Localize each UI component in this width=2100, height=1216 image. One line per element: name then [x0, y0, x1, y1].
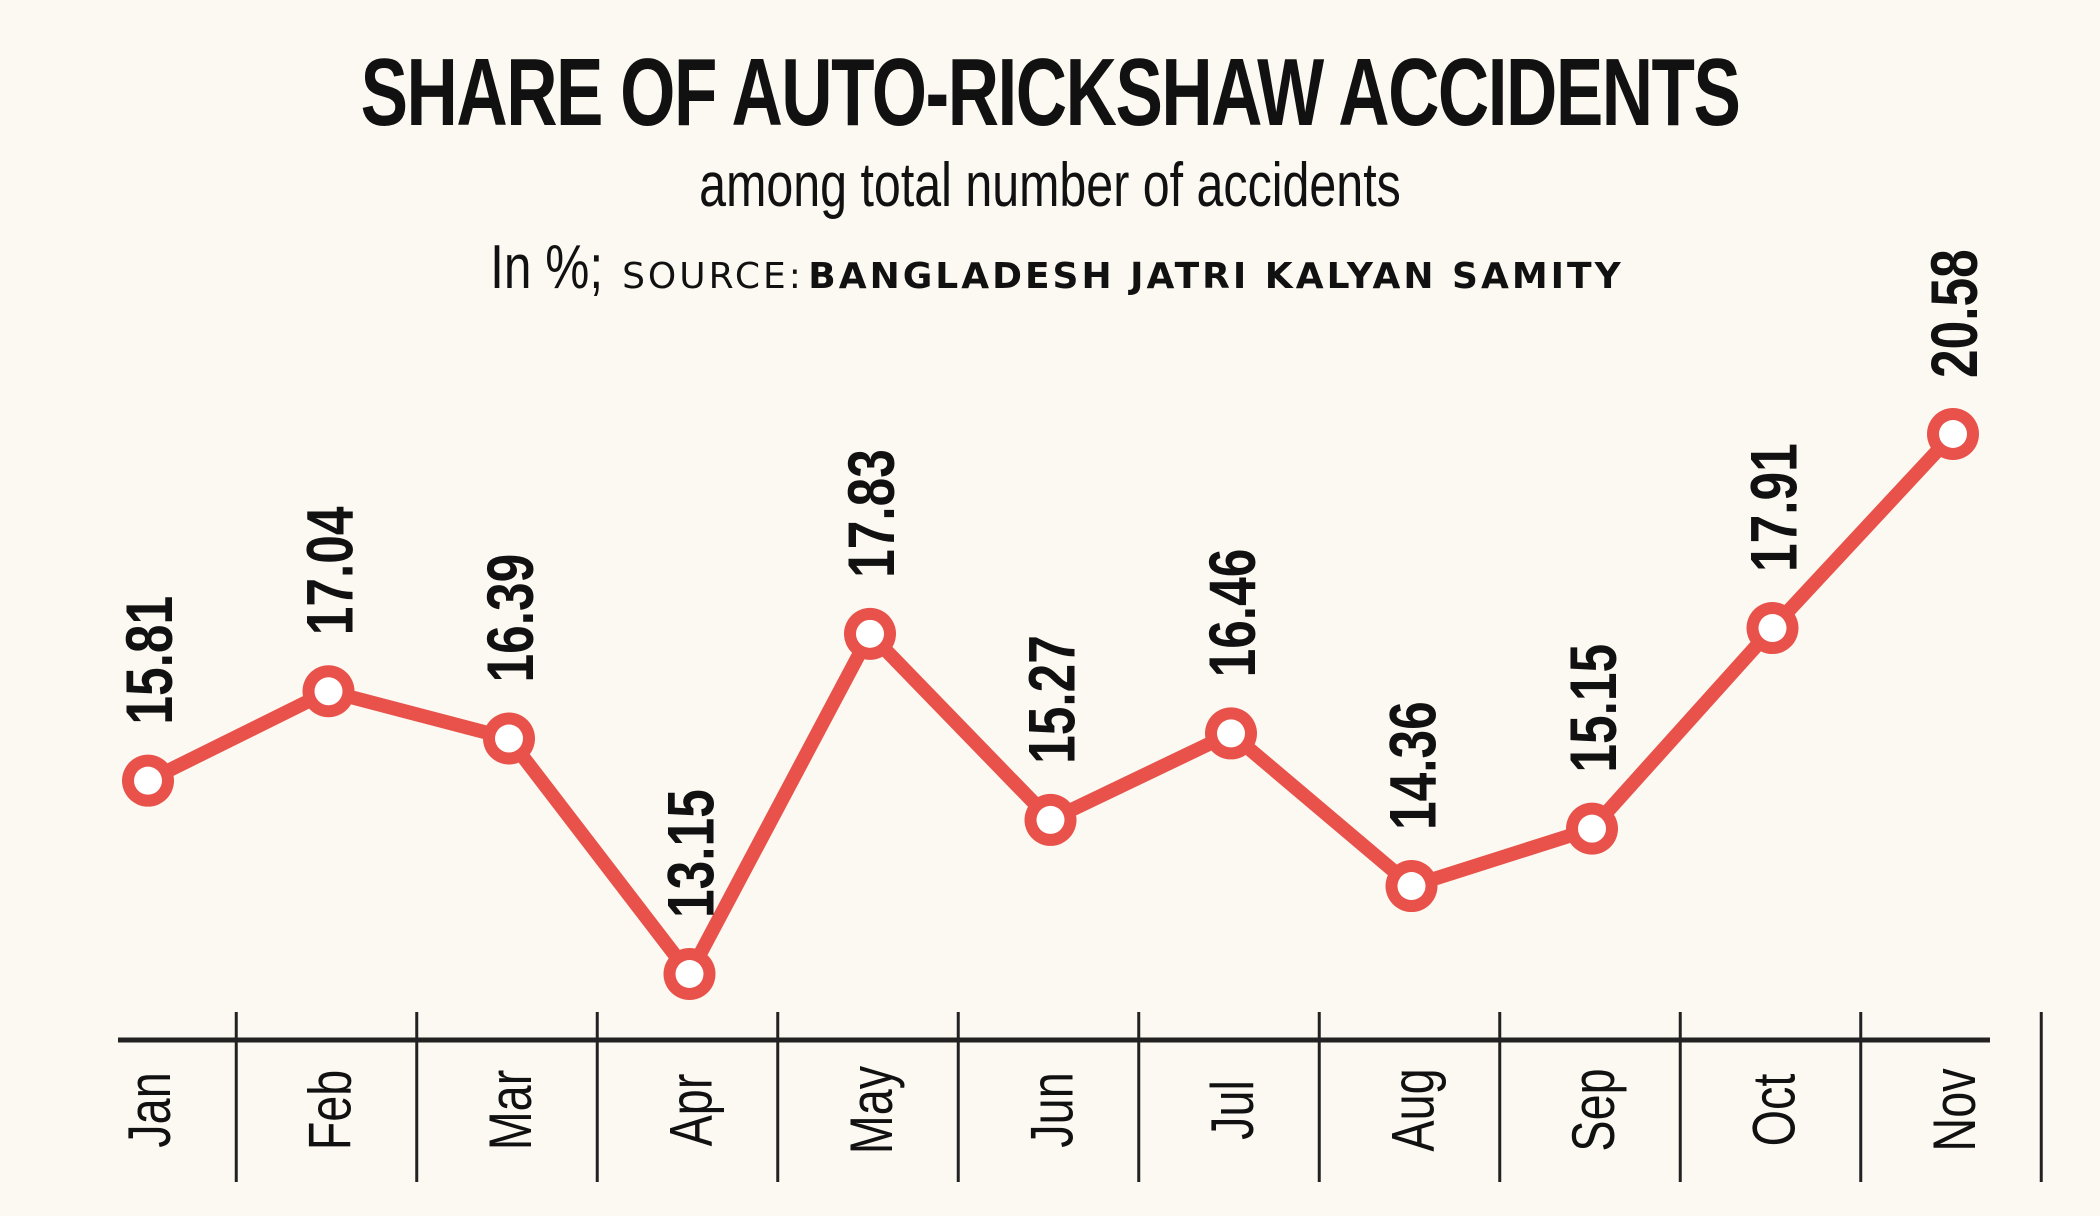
- data-label: 15.81: [112, 596, 187, 725]
- data-point-center: [675, 960, 704, 988]
- data-point-center: [1939, 420, 1967, 448]
- x-tick-label: Jul: [1199, 1080, 1266, 1140]
- data-point-center: [134, 766, 162, 795]
- x-tick-label: May: [838, 1066, 905, 1154]
- data-label: 17.91: [1736, 443, 1811, 572]
- data-label: 15.27: [1014, 635, 1089, 764]
- x-tick-label: Nov: [1921, 1068, 1988, 1151]
- data-label: 16.46: [1195, 549, 1270, 678]
- data-label: 16.39: [473, 554, 548, 683]
- source-line: In %; SOURCE: BANGLADESH JATRI KALYAN SA…: [0, 232, 2100, 303]
- x-tick-label: Jun: [1019, 1072, 1086, 1147]
- chart-subtitle: among total number of accidents: [699, 151, 1401, 220]
- unit-label: In %;: [490, 233, 604, 302]
- data-point-center: [856, 619, 884, 648]
- data-point-center: [495, 724, 523, 753]
- data-point-center: [314, 677, 343, 706]
- data-point-center: [1397, 872, 1426, 901]
- x-tick-label: Sep: [1560, 1068, 1627, 1151]
- x-tick-label: Jan: [116, 1072, 183, 1147]
- data-label: 15.15: [1556, 644, 1631, 773]
- data-label: 13.15: [653, 789, 728, 918]
- data-label: 17.83: [834, 449, 909, 578]
- x-tick-label: Apr: [658, 1074, 725, 1147]
- data-point-center: [1036, 805, 1065, 834]
- chart-title: SHARE OF AUTO-RICKSHAW ACCIDENTS: [360, 39, 1741, 146]
- data-label: 14.36: [1375, 701, 1450, 830]
- x-tick-label: Feb: [297, 1070, 364, 1151]
- data-point-center: [1217, 719, 1245, 748]
- data-point-center: [1578, 814, 1606, 843]
- x-tick-label: Oct: [1741, 1074, 1808, 1147]
- data-label: 17.04: [292, 506, 367, 635]
- x-tick-label: Aug: [1380, 1068, 1447, 1151]
- data-point-center: [1758, 614, 1787, 643]
- source-name: BANGLADESH JATRI KALYAN SAMITY: [808, 256, 1624, 297]
- data-label: 20.58: [1917, 249, 1992, 378]
- x-tick-label: Mar: [477, 1070, 544, 1151]
- source-prefix: SOURCE:: [622, 256, 804, 297]
